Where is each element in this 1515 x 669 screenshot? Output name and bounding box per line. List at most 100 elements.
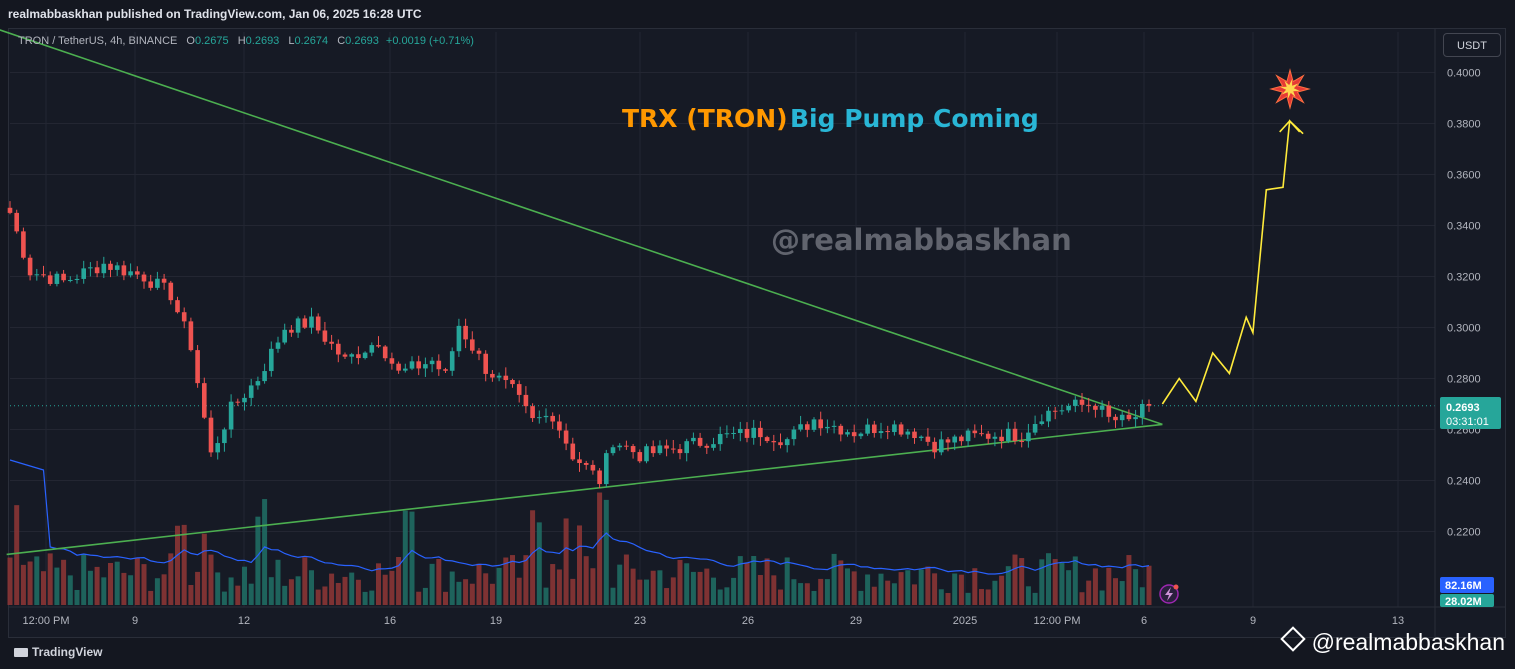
- volume-bar: [456, 581, 462, 605]
- candle-body: [577, 459, 582, 464]
- y-tick-label: 0.3200: [1447, 272, 1481, 284]
- y-tick-label: 0.2800: [1447, 374, 1481, 386]
- volume-bar: [422, 587, 428, 605]
- volume-ma-line: [9, 459, 1150, 575]
- volume-bar: [369, 590, 375, 605]
- volume-bar: [1126, 555, 1132, 605]
- volume-bar: [556, 569, 562, 605]
- volume-bar: [764, 558, 770, 605]
- volume-bar: [27, 561, 33, 605]
- candle-body: [898, 424, 904, 435]
- volume-bar: [1066, 570, 1072, 605]
- change-value: +0.0019 (+0.71%): [385, 35, 474, 47]
- candle-body: [952, 436, 957, 443]
- candle-body: [275, 342, 281, 349]
- candle-body: [965, 430, 971, 442]
- volume-bar: [47, 553, 53, 605]
- candle-body: [81, 268, 86, 279]
- candle-body: [282, 329, 287, 343]
- volume-bar: [610, 587, 616, 605]
- candle-body: [235, 401, 241, 403]
- volume-bar: [1092, 568, 1098, 605]
- candle-body: [550, 415, 555, 422]
- volume-bar: [1032, 592, 1038, 605]
- candle-body: [208, 417, 214, 453]
- candle-body: [724, 433, 730, 435]
- lightning-bolt: [1165, 587, 1173, 601]
- volume-bar: [684, 563, 690, 605]
- candle-body: [483, 353, 488, 374]
- candle-body: [758, 427, 763, 438]
- volume-bar: [1052, 559, 1058, 605]
- volume-bar: [436, 558, 442, 605]
- volume-bar: [355, 579, 361, 605]
- volume-bar: [1133, 569, 1139, 605]
- candle-body: [141, 274, 147, 282]
- volume-bar: [94, 566, 100, 605]
- volume-bar: [798, 583, 804, 605]
- volume-bar: [757, 575, 763, 605]
- volume-bar: [657, 570, 663, 605]
- volume-bar: [530, 510, 536, 605]
- volume-bar: [221, 591, 227, 605]
- candle-body: [610, 447, 616, 454]
- volume-bar: [979, 589, 984, 605]
- candle-body: [1059, 410, 1065, 412]
- candle-body: [362, 352, 368, 359]
- candle-body: [597, 470, 602, 485]
- candle-body: [851, 432, 857, 437]
- volume-bar: [865, 574, 871, 605]
- x-tick-label: 23: [634, 615, 646, 627]
- alert-dot: [1173, 584, 1179, 590]
- currency-selector[interactable]: USDT: [1443, 33, 1501, 57]
- volume-bar: [503, 557, 509, 605]
- volume-bar: [818, 578, 824, 605]
- candle-body: [14, 212, 19, 232]
- volume-bar: [168, 553, 174, 605]
- candle-body: [195, 350, 200, 384]
- candle-body: [1052, 410, 1058, 412]
- candle-body: [54, 273, 60, 284]
- candle-body: [215, 443, 220, 453]
- candle-body: [262, 371, 267, 382]
- candle-body: [356, 354, 361, 359]
- volume-bar: [871, 586, 877, 605]
- candle-body: [932, 441, 937, 453]
- volume-bar: [302, 557, 308, 605]
- candle-body: [583, 463, 589, 465]
- candle-body: [114, 265, 120, 270]
- volume-bar: [845, 568, 850, 605]
- candle-body: [664, 445, 669, 449]
- volume-bar: [309, 570, 314, 605]
- candle-body: [376, 345, 381, 347]
- volume-bar: [268, 577, 274, 605]
- candle-body: [644, 446, 649, 462]
- volume-bar: [704, 568, 710, 605]
- candle-body: [1086, 404, 1091, 406]
- price-tag-value: 0.2693: [1446, 402, 1480, 414]
- candle-body: [74, 278, 80, 280]
- volume-bar: [322, 586, 328, 605]
- candle-body: [825, 426, 830, 429]
- volume-bar: [778, 589, 783, 605]
- candle-body: [1006, 428, 1011, 442]
- candle-body: [443, 369, 448, 371]
- tradingview-logo[interactable]: TradingView: [14, 645, 102, 659]
- volume-bar: [61, 559, 67, 605]
- candle-body: [27, 257, 33, 276]
- candle-body: [148, 281, 153, 288]
- candle-body: [872, 424, 877, 434]
- collision-icon: [1269, 68, 1311, 110]
- volume-bar: [985, 589, 991, 605]
- candle-body: [516, 384, 522, 395]
- volume-bar: [201, 533, 207, 605]
- volume-bar: [1046, 553, 1051, 605]
- candle-body: [892, 424, 897, 433]
- volume-bar: [114, 561, 120, 605]
- candle-body: [1066, 405, 1071, 411]
- volume-bar: [590, 568, 596, 605]
- candle-body: [617, 445, 622, 448]
- volume-bar: [878, 573, 884, 605]
- volume-bar: [717, 589, 723, 605]
